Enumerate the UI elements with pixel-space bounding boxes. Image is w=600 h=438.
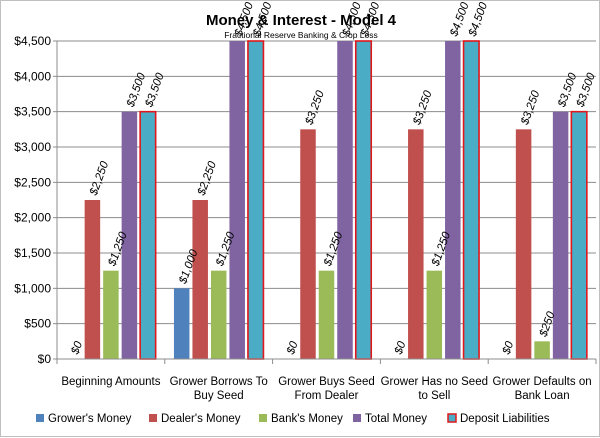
legend-label: Total Money bbox=[365, 413, 427, 425]
bar bbox=[552, 111, 569, 360]
bar bbox=[445, 41, 461, 359]
data-label: $2,250 bbox=[88, 159, 112, 198]
y-tick-label: $2,000 bbox=[14, 211, 51, 225]
bar bbox=[210, 270, 227, 359]
bar bbox=[139, 110, 157, 360]
y-tick-label: $1,500 bbox=[14, 246, 51, 260]
data-label: $3,250 bbox=[411, 89, 435, 128]
x-tick-label: Grower Has no Seed to Sell bbox=[381, 376, 488, 402]
legend-label: Deposit Liabilities bbox=[460, 413, 550, 425]
x-tick-label: Grower Buys Seed From Dealer bbox=[278, 376, 375, 402]
bar bbox=[462, 40, 480, 360]
data-label: $3,250 bbox=[519, 89, 543, 128]
bar bbox=[173, 288, 190, 359]
x-tick-label: Beginning Amounts bbox=[61, 376, 160, 388]
x-axis-ticks: Beginning Amounts Grower Borrows To Buy Se… bbox=[61, 376, 591, 402]
legend: Grower's Money Dealer's Money Bank's Money… bbox=[36, 413, 550, 425]
bar bbox=[229, 41, 245, 359]
legend-swatch bbox=[36, 414, 44, 422]
x-tick-label: Grower Defaults on Bank Loan bbox=[493, 376, 592, 402]
legend-swatch bbox=[447, 413, 457, 423]
data-label: $3,250 bbox=[303, 89, 327, 128]
bar bbox=[103, 270, 119, 359]
y-tick-label: $2,500 bbox=[14, 175, 51, 189]
data-label: $0 bbox=[393, 339, 409, 357]
bar bbox=[121, 111, 138, 360]
y-tick-label: $4,500 bbox=[14, 34, 51, 48]
bar bbox=[408, 129, 424, 359]
legend-label: Bank's Money bbox=[271, 413, 343, 425]
y-tick-label: $1,000 bbox=[14, 281, 51, 295]
bar bbox=[337, 41, 353, 359]
legend-label: Grower's Money bbox=[48, 413, 132, 425]
y-tick-label: $0 bbox=[38, 352, 52, 366]
legend-swatch bbox=[149, 414, 157, 422]
bar bbox=[84, 200, 101, 359]
axes bbox=[56, 41, 597, 364]
bar bbox=[534, 341, 550, 359]
legend-swatch bbox=[353, 414, 361, 422]
data-label: $0 bbox=[285, 339, 301, 357]
data-label: $0 bbox=[69, 339, 85, 357]
x-tick-label: Grower Borrows To Buy Seed bbox=[170, 376, 268, 402]
y-tick-label: $3,000 bbox=[14, 140, 51, 154]
bar bbox=[318, 270, 335, 359]
data-label: $0 bbox=[500, 339, 516, 357]
y-axis-ticks: $0 $500 $1,000 $1,500 $2,000 $2,500 $3,000 $3,5… bbox=[14, 34, 51, 366]
chart-subtitle: Fractional Reserve Banking & Crop Loss bbox=[224, 30, 378, 40]
bar bbox=[570, 110, 588, 360]
bar bbox=[300, 129, 316, 359]
bar bbox=[247, 40, 265, 360]
bar bbox=[515, 129, 532, 359]
y-tick-label: $4,000 bbox=[14, 69, 51, 83]
bar bbox=[192, 200, 208, 359]
bar bbox=[426, 270, 443, 359]
chart-title: Money & Interest - Model 4 bbox=[206, 12, 397, 29]
y-tick-label: $3,500 bbox=[14, 105, 51, 119]
y-tick-label: $500 bbox=[24, 317, 51, 331]
bars bbox=[84, 40, 588, 360]
bar bbox=[354, 40, 373, 360]
data-label: $2,250 bbox=[195, 159, 219, 198]
legend-label: Dealer's Money bbox=[161, 413, 241, 425]
legend-swatch bbox=[259, 414, 267, 422]
